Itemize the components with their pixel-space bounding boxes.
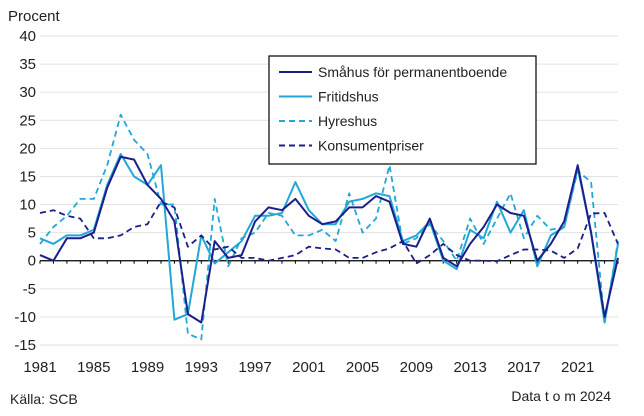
zero-line xyxy=(39,260,619,264)
x-tick-label: 1989 xyxy=(131,359,164,376)
x-tick-labels: 1981 1985 1989 1993 1997 2001 2005 2009 2013 2017… xyxy=(23,359,594,376)
legend-box xyxy=(268,55,537,165)
legend-label: Konsumentpriser xyxy=(318,138,424,154)
series-line-0 xyxy=(39,155,619,324)
y-tick-label: -10 xyxy=(14,309,36,326)
y-tick-label: 15 xyxy=(19,168,36,185)
y-axis-label: Procent xyxy=(8,8,61,25)
x-tick-label: 1981 xyxy=(23,359,56,376)
legend-label: Småhus för permanentboende xyxy=(318,64,507,80)
x-tick-label: 1985 xyxy=(77,359,110,376)
legend-label: Hyreshus xyxy=(318,113,377,129)
y-tick-label: -5 xyxy=(23,281,36,298)
y-tick-label: 40 xyxy=(19,28,36,45)
y-tick-label: 25 xyxy=(19,112,36,129)
series-line-2 xyxy=(39,113,619,341)
x-tick-label: 1997 xyxy=(238,359,271,376)
y-tick-label: -15 xyxy=(14,337,36,354)
data-through-note: Data t o m 2024 xyxy=(511,388,611,404)
x-tick-label: 2005 xyxy=(346,359,379,376)
y-tick-labels: -15 -10 -5 0 5 10 15 20 25 30 35 40 xyxy=(14,28,36,354)
y-tick-label: 35 xyxy=(19,56,36,73)
source-note: Källa: SCB xyxy=(10,391,78,407)
x-tick-label: 2021 xyxy=(561,359,594,376)
legend: Småhus för permanentboende Fritidshus Hyre… xyxy=(268,55,537,165)
x-tick-label: 2009 xyxy=(400,359,433,376)
x-tick-label: 2017 xyxy=(507,359,540,376)
x-tick-label: 1993 xyxy=(185,359,218,376)
x-tick-label: 2013 xyxy=(453,359,486,376)
series-lines xyxy=(39,113,619,341)
y-tick-label: 30 xyxy=(19,84,36,101)
y-tick-label: 0 xyxy=(28,253,36,270)
series-line-1 xyxy=(39,153,619,324)
series-line-3 xyxy=(39,200,619,265)
x-tick-label: 2001 xyxy=(292,359,325,376)
legend-label: Fritidshus xyxy=(318,89,379,105)
y-tick-label: 20 xyxy=(19,140,36,157)
y-tick-label: 5 xyxy=(28,225,36,242)
y-tick-label: 10 xyxy=(19,197,36,214)
